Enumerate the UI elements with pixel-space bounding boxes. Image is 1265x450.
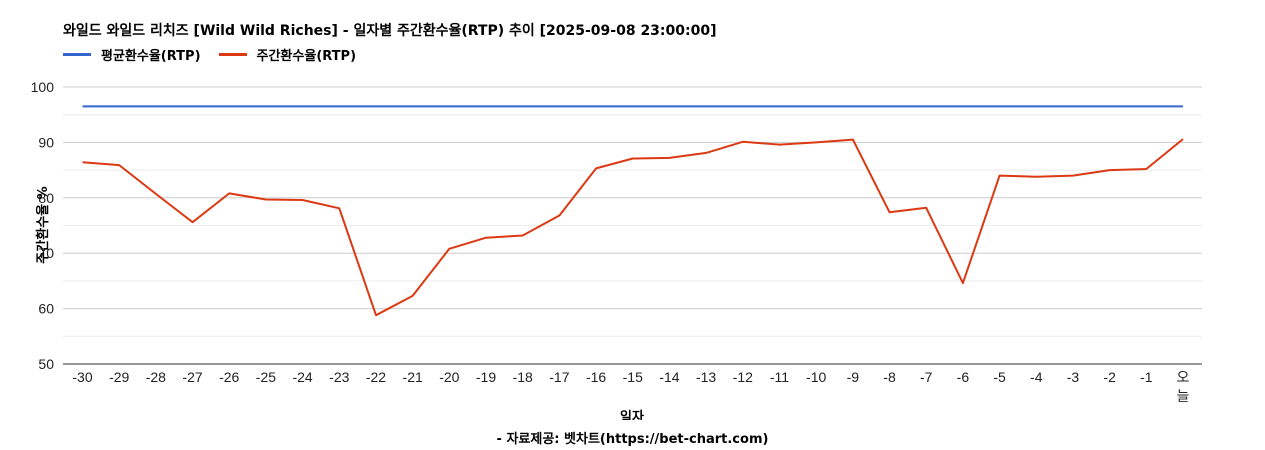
x-tick-label: -23 (329, 369, 349, 385)
x-tick-label: -14 (659, 369, 679, 385)
x-tick-label: -19 (476, 369, 496, 385)
x-tick-label: -5 (993, 369, 1006, 385)
x-tick-label: -29 (109, 369, 129, 385)
x-tick-label: -26 (219, 369, 239, 385)
legend-swatch-average (63, 53, 91, 56)
gridlines (63, 86, 1202, 365)
y-tick-label: 70 (38, 245, 54, 261)
x-tick-label: -18 (513, 369, 533, 385)
x-tick-label: -28 (146, 369, 166, 385)
y-axis-title: 주간환수율 % (35, 186, 51, 263)
legend-label-average: 평균환수율(RTP) (101, 49, 201, 64)
x-tick-label: -13 (696, 369, 716, 385)
x-tick-label: -15 (623, 369, 643, 385)
y-axis-ticks: 50 60 70 80 90 100 (31, 79, 55, 372)
x-tick-label: -6 (957, 369, 970, 385)
series-line-weekly-rtp[interactable] (82, 138, 1184, 317)
x-tick-label: -24 (292, 369, 312, 385)
x-tick-label: -1 (1140, 369, 1153, 385)
x-tick-label: -7 (920, 369, 933, 385)
y-tick-label: 80 (38, 190, 54, 206)
x-tick-label: -17 (549, 369, 569, 385)
x-tick-label: -22 (366, 369, 386, 385)
y-tick-label: 50 (38, 356, 54, 372)
x-tick-label: -30 (72, 369, 92, 385)
x-tick-label: -9 (847, 369, 860, 385)
legend-label-weekly: 주간환수율(RTP) (256, 49, 357, 64)
x-tick-label: -25 (256, 369, 276, 385)
x-axis-title: 일자 (620, 410, 644, 420)
x-axis-ticks: -30 -29 -28 -27 -26 -25 -24 -23 -22 -21 -20 -19 -18-… (72, 369, 1189, 404)
y-tick-label: 60 (38, 301, 54, 317)
series-lines (82, 105, 1184, 317)
x-tick-label: -10 (806, 369, 826, 385)
x-tick-label: -20 (439, 369, 459, 385)
y-tick-label: 100 (31, 79, 55, 95)
y-tick-label: 90 (38, 134, 54, 150)
line-chart: 50 60 70 80 90 100 -30 -29 -28 -27 -26 -25 -24 -23 -2… (31, 79, 1202, 420)
legend: 평균환수율(RTP) 주간환수율(RTP) (63, 45, 356, 64)
chart-title: 와일드 와일드 리치즈 [Wild Wild Riches] - 일자별 주간환… (63, 23, 717, 39)
x-tick-label: -16 (586, 369, 606, 385)
data-source-note: - 자료제공: 벳차트(https://bet-chart.com) (496, 432, 769, 447)
x-tick-label: -21 (403, 369, 423, 385)
legend-item-average[interactable]: 평균환수율(RTP) (63, 45, 201, 64)
legend-swatch-weekly (218, 53, 247, 56)
x-tick-label: -11 (770, 369, 789, 385)
legend-item-weekly[interactable]: 주간환수율(RTP) (218, 45, 357, 64)
x-tick-label: -3 (1067, 369, 1080, 385)
x-tick-label: -27 (182, 369, 202, 385)
x-tick-label: -4 (1030, 369, 1043, 385)
x-tick-label: -8 (883, 369, 896, 385)
x-tick-label: -12 (733, 369, 753, 385)
x-tick-label: -2 (1103, 369, 1116, 385)
